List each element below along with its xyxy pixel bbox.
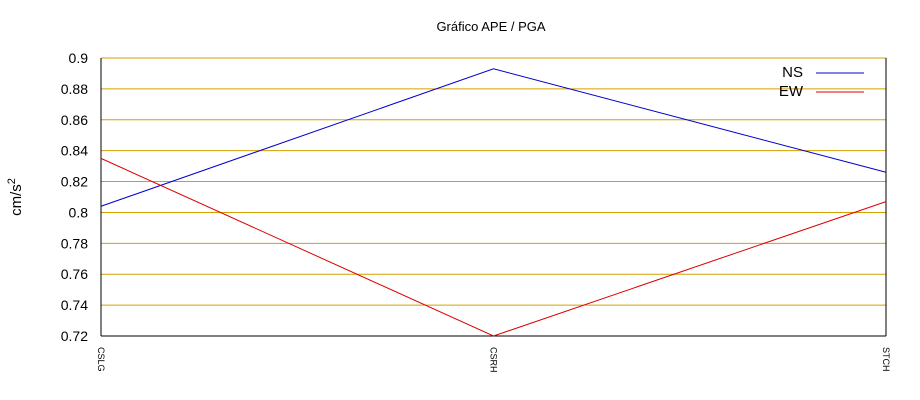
legend-label-ew: EW bbox=[779, 83, 804, 100]
y-axis-label-exponent: 2 bbox=[6, 178, 18, 184]
y-tick-label-8: 0.88 bbox=[61, 81, 88, 97]
y-tick-label-7: 0.86 bbox=[61, 112, 88, 128]
x-tick-label-stch: STCH bbox=[881, 347, 891, 372]
legend-label-ns: NS bbox=[782, 64, 803, 81]
y-tick-label-5: 0.82 bbox=[61, 174, 88, 190]
series-line-ew bbox=[100, 157, 887, 337]
axes bbox=[100, 58, 887, 337]
chart-title: Gráfico APE / PGA bbox=[436, 19, 545, 34]
y-tick-label-2: 0.76 bbox=[61, 266, 88, 282]
grid bbox=[101, 57, 886, 337]
y-tick-label-3: 0.78 bbox=[61, 235, 88, 251]
series-lines bbox=[100, 68, 887, 337]
y-tick-labels: 0.72 0.74 0.76 0.78 0.8 0.82 0.84 0.86 0.88 0.9 bbox=[61, 50, 88, 344]
y-tick-label-0: 0.72 bbox=[61, 328, 88, 344]
y-tick-label-4: 0.8 bbox=[69, 204, 89, 220]
legend: NS EW bbox=[779, 64, 864, 100]
x-tick-label-cslg: CSLG bbox=[96, 347, 106, 372]
x-tick-label-csrh: CSRH bbox=[489, 347, 499, 373]
y-tick-label-9: 0.9 bbox=[69, 50, 89, 66]
x-tick-labels: CSLG CSRH STCH bbox=[96, 347, 891, 373]
y-tick-label-6: 0.84 bbox=[61, 143, 88, 159]
y-tick-label-1: 0.74 bbox=[61, 297, 88, 313]
y-axis-label: cm/s2 bbox=[6, 178, 25, 216]
series-line-ns bbox=[100, 68, 887, 207]
